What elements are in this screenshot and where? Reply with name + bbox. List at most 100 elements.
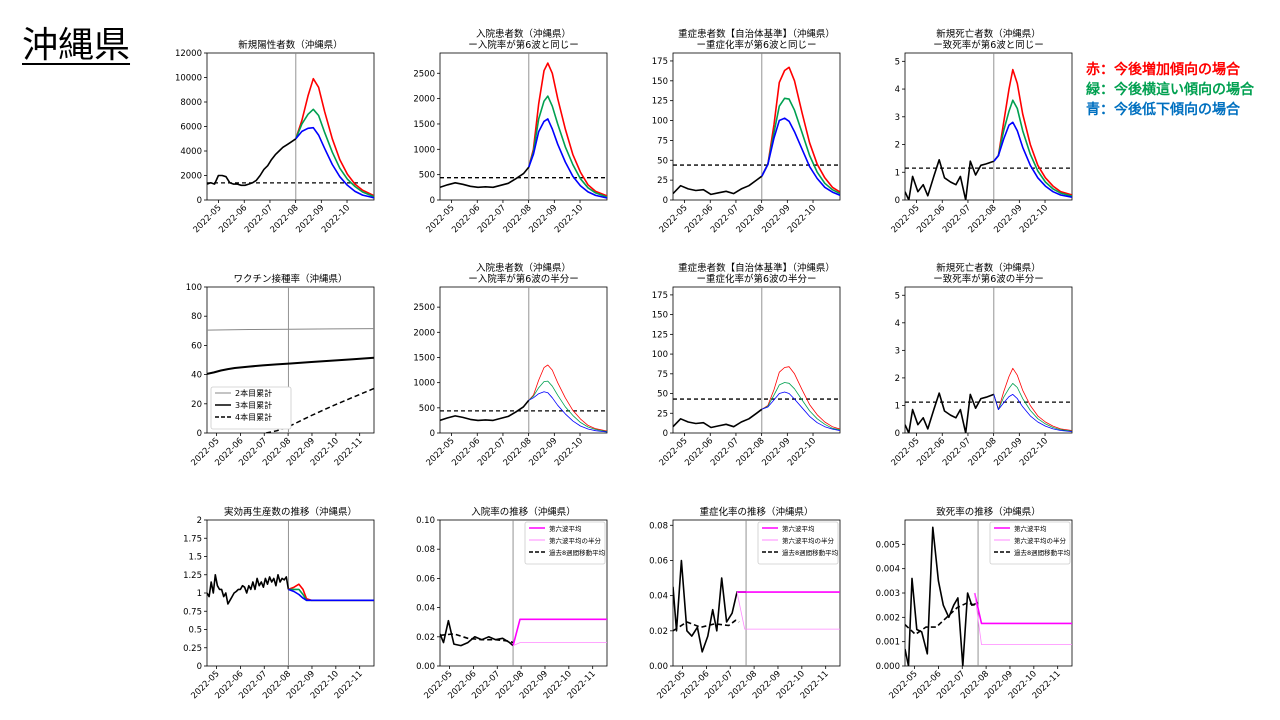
chart-title: 致死率の推移（沖縄県） <box>936 506 1041 518</box>
chart-subtitle: ー重症化率が第6波と同じー <box>696 39 816 51</box>
y-tick-label: 100 <box>186 283 202 293</box>
series-line-black <box>905 159 995 200</box>
x-tick-label: 2022-10 <box>553 203 585 235</box>
y-tick-label: 175 <box>652 291 668 301</box>
chart-8: 新規死亡者数（沖縄県）ー致死率が第6波の半分ー0123452022-052022… <box>889 262 1073 468</box>
plot-frame <box>439 52 608 201</box>
chart-title: 重症患者数【自治体基準】（沖縄県） <box>678 262 835 274</box>
plot-area <box>440 287 607 433</box>
y-tick-label: 0 <box>895 196 900 206</box>
y-tick-label: 1 <box>197 589 202 599</box>
chart-title: 新規死亡者数（沖縄県） <box>936 28 1041 40</box>
x-tick-label: 2022-10 <box>786 203 818 235</box>
series-line-blue <box>761 117 840 196</box>
chart-subtitle: ー重症化率が第6波の半分ー <box>696 273 816 285</box>
plot-area <box>905 287 1072 433</box>
page-title: 沖縄県 <box>22 25 131 66</box>
series-line-black <box>673 619 740 632</box>
y-tick-label: 500 <box>419 404 435 414</box>
y-tick-label: 0.02 <box>416 633 435 643</box>
chart-subtitle: ー致死率が第6波と同じー <box>933 39 1044 51</box>
y-tick-label: 0.25 <box>183 644 202 654</box>
series-line-green <box>288 588 374 602</box>
y-tick-label: 20 <box>191 400 202 410</box>
y-tick-label: 10000 <box>175 74 202 84</box>
plot-frame <box>672 286 841 434</box>
series-line-black <box>440 633 514 644</box>
y-tick-label: 1.75 <box>183 534 202 544</box>
scenario-note-red: 赤：今後増加傾向の場合 <box>1086 62 1240 78</box>
legend-label: 第六波平均の半分 <box>549 536 602 545</box>
series-line-red <box>761 366 840 430</box>
y-tick-label: 0 <box>663 196 668 206</box>
chart-2: 入院患者数（沖縄県）ー入院率が第6波と同じー 0 500 1000 1500 2000 25… <box>413 28 608 235</box>
plot-frame <box>206 519 375 667</box>
series-line-black <box>673 559 747 653</box>
legend-box <box>757 521 839 565</box>
y-tick-label: 1 <box>895 168 900 178</box>
plot-area <box>440 53 607 200</box>
y-tick-label: 150 <box>652 311 668 321</box>
y-tick-label: 0.003 <box>876 589 900 599</box>
y-tick-label: 1 <box>895 401 900 411</box>
series-line-black <box>905 392 995 433</box>
series-line-green <box>528 380 607 432</box>
series-line-black <box>440 619 514 647</box>
plot-area <box>673 287 840 433</box>
y-tick-label: 150 <box>652 77 668 87</box>
series-line-blue <box>993 394 1072 432</box>
legend-box <box>524 521 606 565</box>
chart-title: 新規陽性者数（沖縄県） <box>238 39 343 51</box>
chart-3: 重症患者数【自治体基準】（沖縄県）ー重症化率が第6波と同じー 0 25 50 75 100… <box>652 28 841 235</box>
y-tick-label: 0.001 <box>876 638 900 648</box>
scenario-legend: 赤：今後増加傾向の場合 緑：今後横這い傾向の場合 青：今後低下傾向の場合 <box>1086 60 1254 120</box>
y-tick-label: 2 <box>197 516 202 526</box>
plot-frame <box>439 286 608 434</box>
y-tick-label: 6000 <box>180 123 202 133</box>
y-tick-label: 2000 <box>180 172 202 182</box>
legend-label: 2本目累計 <box>235 388 272 398</box>
chart-1: 新規陽性者数（沖縄県） 0 2000 4000 6000 8000 10000 12000 20… <box>175 39 375 235</box>
y-tick-label: 100 <box>652 117 668 127</box>
chart-9: 実効再生産数の推移（沖縄県）00.250.50.7511.251.51.7522… <box>183 506 375 701</box>
series-line-blue <box>993 121 1072 198</box>
plot-area <box>207 520 374 666</box>
series-line-black <box>207 356 374 375</box>
y-tick-label: 60 <box>191 341 202 351</box>
series-line-black <box>440 399 530 422</box>
series-line-black <box>207 138 297 187</box>
plot-frame <box>439 519 608 667</box>
y-tick-label: 2000 <box>413 328 435 338</box>
y-tick-label: 0 <box>430 429 435 439</box>
chart-subtitle: ー入院率が第6波と同じー <box>468 39 579 51</box>
y-tick-label: 500 <box>419 171 435 181</box>
plot-frame <box>904 286 1073 434</box>
series-line-green <box>528 95 607 198</box>
y-tick-label: 0.08 <box>416 545 435 555</box>
legend-label: 第六波平均 <box>782 524 815 533</box>
y-tick-label: 0 <box>197 662 202 672</box>
chart-12: 致死率の推移（沖縄県） 0.000 0.001 0.002 0.003 0.004 0.00… <box>876 506 1073 701</box>
y-tick-label: 0.005 <box>876 540 900 550</box>
plot-area <box>440 520 607 666</box>
y-tick-label: 5 <box>895 57 900 67</box>
plot-area <box>905 520 1072 666</box>
y-tick-label: 125 <box>652 97 668 107</box>
y-tick-label: 50 <box>657 390 668 400</box>
y-tick-label: 2 <box>895 374 900 384</box>
y-tick-label: 0.000 <box>876 662 900 672</box>
y-tick-label: 25 <box>657 176 668 186</box>
chart-title: 重症患者数【自治体基準】（沖縄県） <box>678 28 835 40</box>
y-tick-label: 0.00 <box>416 662 435 672</box>
x-tick-label: 2022-10 <box>553 436 585 468</box>
y-tick-label: 1000 <box>413 379 435 389</box>
y-tick-label: 0.75 <box>183 607 202 617</box>
plot-area <box>905 53 1072 200</box>
y-tick-label: 1.25 <box>183 571 202 581</box>
legend-label: 第六波平均の半分 <box>782 536 835 545</box>
x-tick-label: 2022-10 <box>786 436 818 468</box>
series-line-red <box>761 66 840 193</box>
y-tick-label: 0 <box>430 196 435 206</box>
legend-label: 過去8週間移動平均 <box>782 548 839 557</box>
